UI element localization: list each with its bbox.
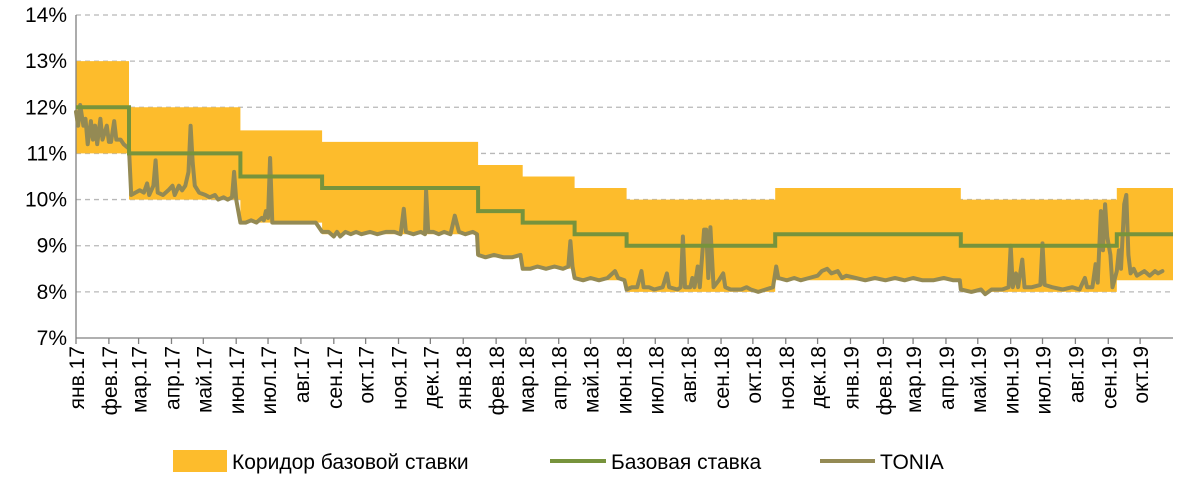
x-tick-label: фев.18 — [486, 346, 509, 415]
base-rate-line — [76, 105, 1173, 248]
y-tick-labels: 7% 8% 9% 10% 11% 12% 13% 14% — [25, 4, 67, 350]
legend-label-tonia: TONIA — [880, 451, 944, 474]
x-tick-label: авг.19 — [1065, 346, 1088, 403]
x-tick-label: дек.17 — [420, 346, 443, 408]
x-tick-label: ноя.17 — [389, 346, 412, 410]
x-tick-label: ноя.18 — [776, 346, 799, 410]
x-tick-label: июл.17 — [258, 346, 281, 414]
x-tick-label: июл.18 — [645, 346, 668, 414]
y-tick-label: 7% — [37, 327, 67, 350]
x-tick-label: авг.18 — [678, 346, 701, 403]
x-tick-label: сен.18 — [711, 346, 734, 409]
x-tick-label: июн.19 — [1001, 346, 1024, 414]
x-tick-label: май.18 — [581, 346, 604, 413]
x-tick-label: янв.17 — [66, 346, 89, 409]
x-tick-label: апр.19 — [936, 346, 959, 410]
x-tick-label: май.17 — [193, 346, 216, 413]
y-tick-label: 12% — [25, 96, 67, 119]
x-tick-label: апр.17 — [162, 346, 185, 410]
legend: Коридор базовой ставки Базовая ставка TO… — [173, 450, 944, 474]
x-tick-label: июн.17 — [226, 346, 249, 414]
x-tick-label: окт.19 — [1130, 346, 1153, 404]
x-tick-label: сен.19 — [1098, 346, 1121, 409]
x-tick-label: мар.18 — [516, 346, 539, 413]
legend-label-base-rate: Базовая ставка — [611, 451, 761, 474]
y-tick-label: 8% — [37, 281, 67, 304]
legend-label-corridor: Коридор базовой ставки — [232, 451, 469, 474]
x-tick-label: окт.18 — [743, 346, 766, 404]
legend-swatch-corridor — [173, 450, 227, 472]
x-tick-label: мар.17 — [129, 346, 152, 413]
axes — [75, 15, 1173, 344]
y-tick-label: 10% — [25, 189, 67, 212]
x-tick-label: янв.19 — [841, 346, 864, 409]
x-tick-label: апр.18 — [549, 346, 572, 410]
x-tick-label: окт.17 — [356, 346, 379, 404]
x-tick-label: сен.17 — [324, 346, 347, 409]
y-tick-label: 9% — [37, 235, 67, 258]
x-tick-label: июн.18 — [613, 346, 636, 414]
x-tick-label: фев.17 — [99, 346, 122, 415]
y-tick-label: 14% — [25, 4, 67, 27]
x-tick-label: май.19 — [968, 346, 991, 413]
y-tick-label: 11% — [27, 142, 67, 165]
x-tick-label: фев.19 — [873, 346, 896, 415]
x-tick-label: авг.17 — [291, 346, 314, 403]
x-tick-label: июл.19 — [1033, 346, 1056, 414]
y-tick-label: 13% — [25, 50, 67, 73]
x-tick-label: янв.18 — [453, 346, 476, 409]
tonia-line — [74, 103, 1165, 297]
series-lines — [74, 103, 1173, 297]
x-tick-labels: янв.17 фев.17 мар.17 апр.17 май.17 июн.17 июл.… — [66, 346, 1153, 415]
x-tick-label: мар.19 — [903, 346, 926, 413]
x-tick-label: дек.18 — [808, 346, 831, 408]
